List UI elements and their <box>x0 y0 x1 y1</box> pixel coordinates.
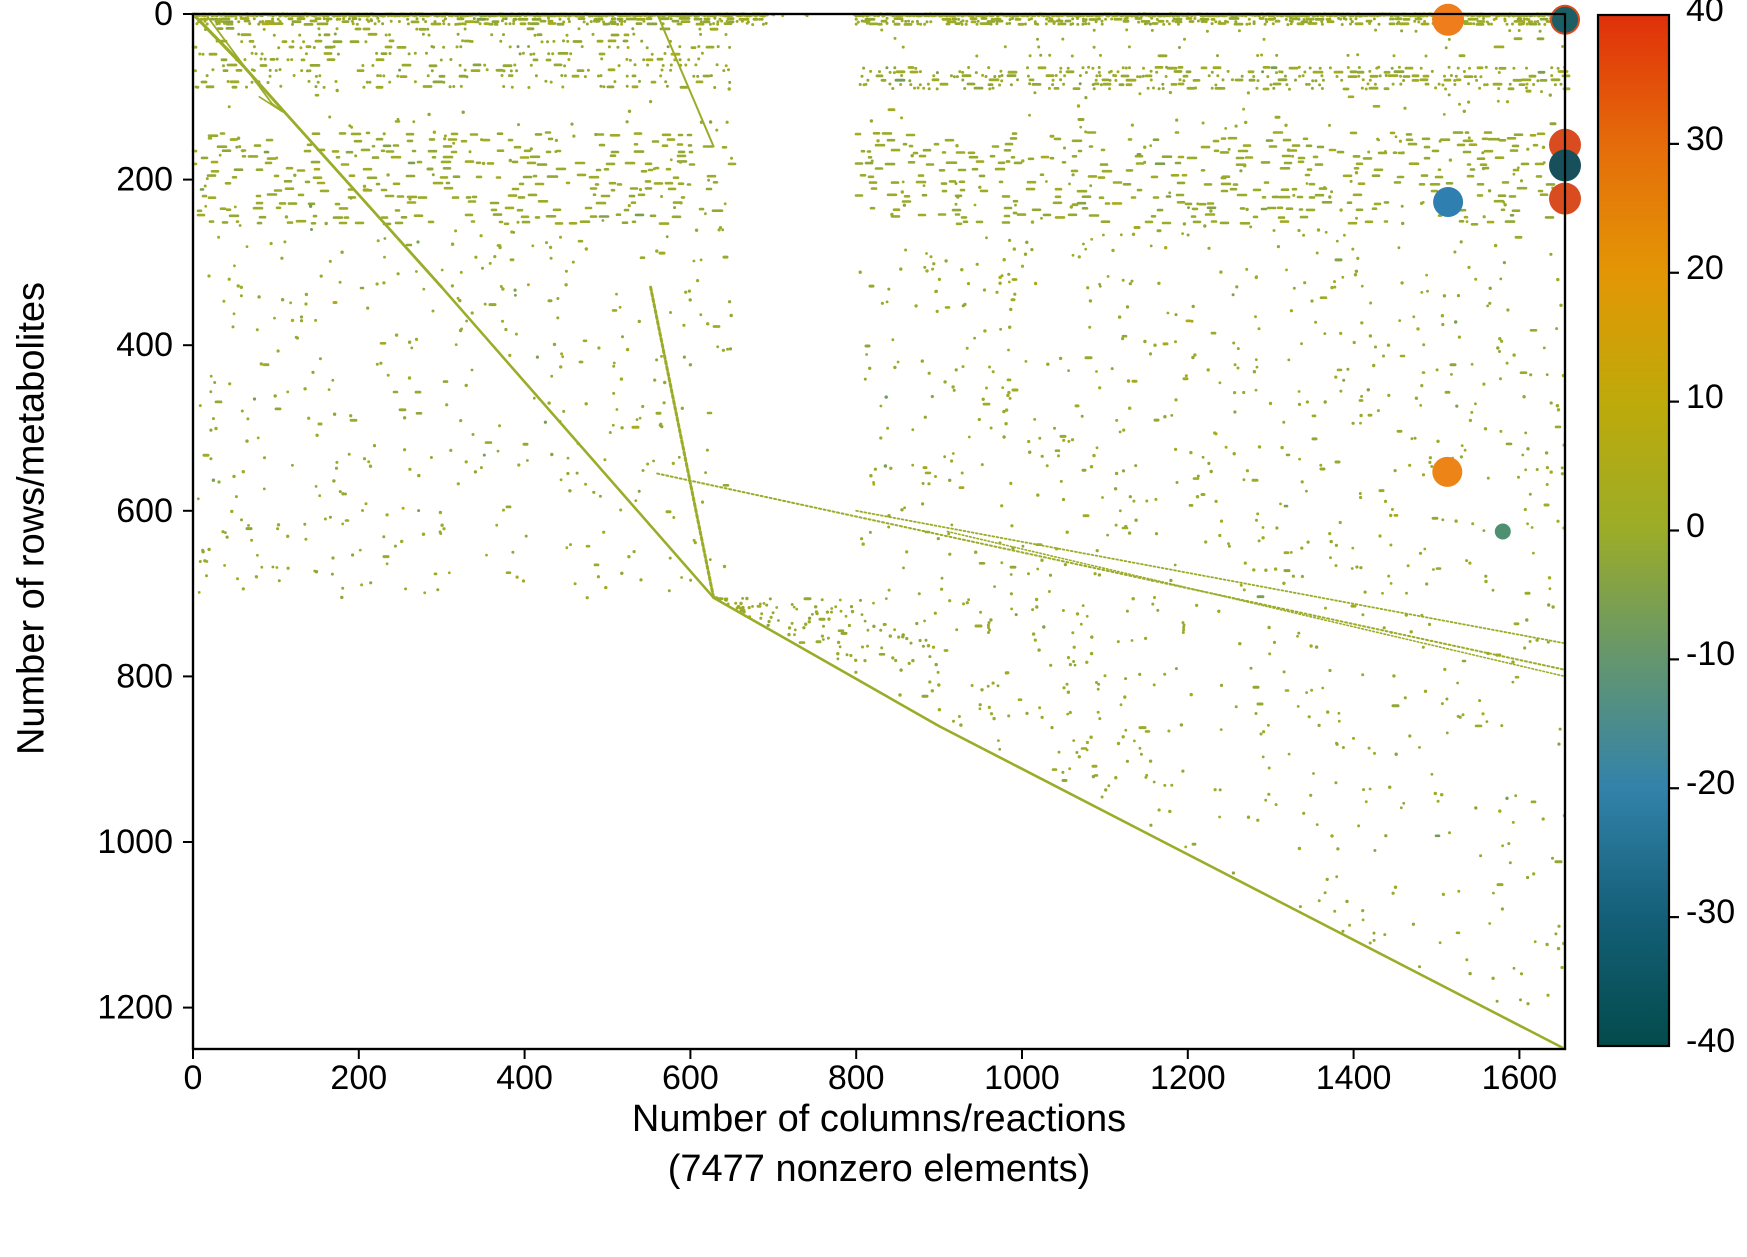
svg-text:1000: 1000 <box>97 823 173 861</box>
svg-text:1200: 1200 <box>97 989 173 1027</box>
svg-text:1200: 1200 <box>1150 1059 1226 1097</box>
svg-text:0: 0 <box>154 0 173 33</box>
svg-text:200: 200 <box>116 161 173 199</box>
svg-text:800: 800 <box>116 657 173 695</box>
svg-text:200: 200 <box>330 1059 387 1097</box>
svg-text:1600: 1600 <box>1482 1059 1558 1097</box>
svg-text:400: 400 <box>116 326 173 364</box>
svg-text:600: 600 <box>662 1059 719 1097</box>
svg-text:0: 0 <box>184 1059 203 1097</box>
svg-text:1000: 1000 <box>984 1059 1060 1097</box>
svg-text:1400: 1400 <box>1316 1059 1392 1097</box>
svg-text:800: 800 <box>828 1059 885 1097</box>
svg-text:400: 400 <box>496 1059 553 1097</box>
svg-text:600: 600 <box>116 492 173 530</box>
